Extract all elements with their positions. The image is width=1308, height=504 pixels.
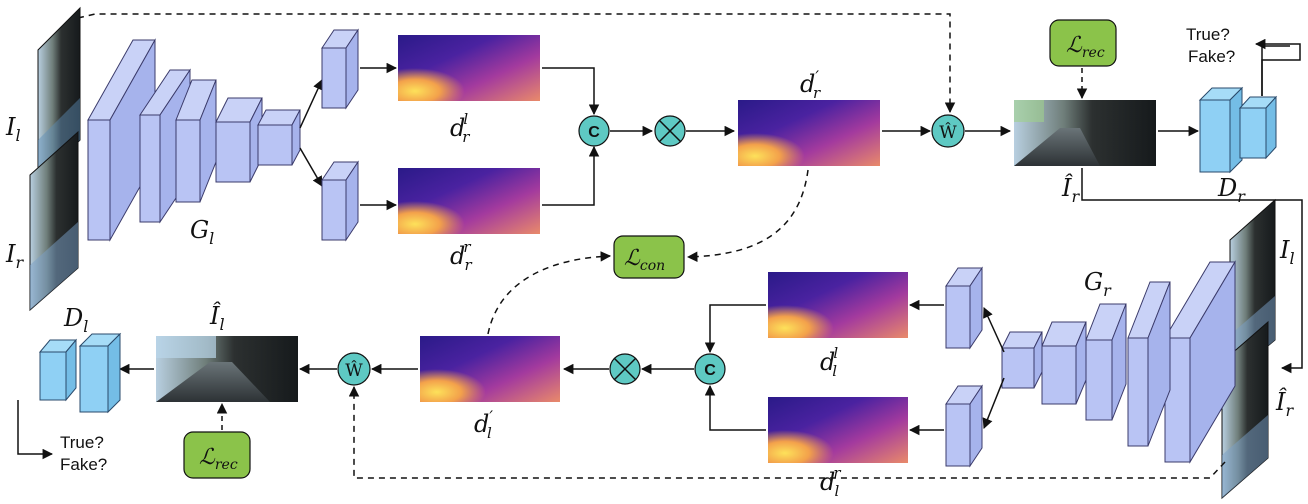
dashed-dl-prime-to-Lcon — [487, 251, 612, 335]
generator-G-r — [1001, 260, 1236, 464]
svg-text:Ŵ: Ŵ — [939, 122, 957, 143]
depth-map-d-r-l — [398, 35, 540, 101]
line-I-hat-r-to-right-column — [1081, 168, 1303, 374]
arrow-dl-l-to-concat — [704, 304, 766, 354]
arrow-dr-r-to-concat — [542, 145, 600, 206]
multiply-op-bottom — [609, 353, 641, 385]
true-fake-arrow-bottom — [17, 400, 54, 460]
label-true-top: True? — [1186, 25, 1230, 44]
input-image-right-left — [29, 130, 79, 312]
label-d-r-prime: d′ r — [800, 67, 821, 102]
label-I-r-left: Ir — [5, 240, 24, 272]
label-I-hat-l: Îl — [209, 301, 225, 334]
depth-map-d-r-r — [398, 168, 540, 234]
label-d-l-l: dl l — [820, 344, 838, 380]
label-I-l-right: Il — [1279, 236, 1295, 268]
arrow-Dr-to-true-fake-top — [1261, 45, 1290, 96]
label-I-hat-r: Îr — [1061, 173, 1080, 206]
arrow-Gl-to-lower-head — [299, 147, 323, 187]
generator-G-l — [87, 38, 301, 242]
head-block-lower-right — [945, 384, 983, 468]
discriminator-D-r — [1198, 86, 1278, 174]
depth-map-d-l-r — [768, 397, 908, 463]
label-D-r: Dr — [1217, 174, 1246, 206]
label-d-l-r: dr l — [820, 464, 841, 500]
head-block-upper-left — [321, 28, 359, 110]
loss-L-rec-bottom: ℒrec — [183, 431, 251, 479]
depth-map-d-l-prime — [420, 336, 560, 402]
svg-text:ℒrec: ℒrec — [1066, 33, 1105, 61]
label-D-l: Dl — [63, 304, 88, 336]
svg-text:ℒcon: ℒcon — [624, 246, 665, 274]
head-block-lower-left — [321, 160, 359, 242]
loss-L-rec-top: ℒrec — [1049, 19, 1117, 67]
label-d-l-prime: d′ l — [474, 407, 493, 442]
arrow-Gr-to-lower-head — [982, 377, 1005, 429]
warp-op-top: Ŵ — [931, 114, 965, 148]
arrow-Gr-to-upper-head — [983, 307, 1005, 353]
svg-text:C: C — [588, 124, 600, 141]
depth-map-d-l-l — [768, 272, 908, 338]
label-I-hat-r-right: Îr — [1275, 387, 1294, 420]
label-d-r-l: dl r — [450, 110, 470, 146]
dashed-dr-prime-to-Lcon — [686, 169, 809, 262]
label-true-bottom: True? — [60, 433, 104, 452]
label-G-r: Gr — [1084, 268, 1112, 300]
label-fake-top: Fake? — [1188, 47, 1235, 66]
reconstructed-image-I-hat-l — [156, 336, 298, 402]
discriminator-D-l — [38, 332, 122, 414]
label-d-r-r: dr r — [450, 238, 473, 274]
arrow-dr-l-to-concat — [542, 67, 600, 116]
svg-text:Ŵ: Ŵ — [345, 360, 363, 381]
arrow-dl-r-to-concat — [704, 384, 766, 431]
warp-op-bottom: Ŵ — [337, 352, 371, 386]
label-fake-bottom: Fake? — [60, 455, 107, 474]
label-G-l: Gl — [190, 216, 214, 248]
loss-L-con: ℒcon — [613, 235, 685, 279]
arrow-Gl-to-upper-head — [299, 79, 323, 129]
svg-text:ℒrec: ℒrec — [199, 445, 238, 473]
head-block-upper-right — [945, 266, 983, 350]
depth-map-d-r-prime — [738, 100, 880, 166]
concat-op-bottom: C — [694, 353, 726, 385]
label-I-l-top: Il — [5, 113, 21, 145]
true-fake-arrow-top — [1254, 38, 1301, 96]
dashed-skip-top — [77, 13, 956, 114]
multiply-op-top — [654, 115, 686, 147]
concat-op-top: C — [578, 115, 610, 147]
svg-text:C: C — [704, 362, 716, 379]
reconstructed-image-I-hat-r — [1014, 100, 1156, 166]
